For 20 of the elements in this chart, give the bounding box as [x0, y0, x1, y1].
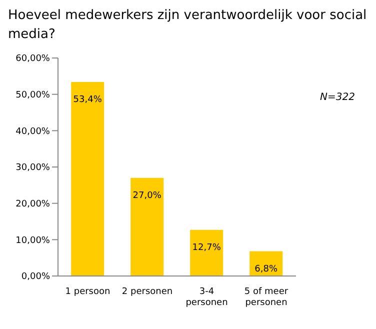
bar	[190, 230, 224, 276]
data-label: 6,8%	[254, 264, 278, 274]
data-label: 53,4%	[73, 94, 102, 105]
text: N=322	[320, 92, 355, 103]
x-tick-label: 2 personen	[122, 287, 173, 297]
y-tick-label: 30,00%	[16, 163, 50, 174]
bar	[130, 178, 164, 276]
data-label: 27,0%	[132, 190, 162, 201]
x-tick-label: 1 persoon	[65, 287, 110, 297]
x-tick-label: 3-4 personen	[186, 287, 228, 308]
y-tick-label: 10,00%	[16, 236, 50, 246]
bar	[71, 82, 104, 276]
chart-title: Hoeveel medewerkers zijn verantwoordelijk voor social media?	[7, 7, 368, 44]
y-tick-label: 40,00%	[16, 126, 50, 137]
data-label: 12,7%	[192, 242, 222, 253]
x-tick-label: 5 of meer personen	[244, 287, 288, 308]
y-tick-label: 50,00%	[16, 90, 50, 101]
y-tick-label: 20,00%	[16, 200, 50, 210]
y-tick-label: 60,00%	[16, 54, 50, 64]
y-tick-label: 0,00%	[21, 272, 50, 282]
